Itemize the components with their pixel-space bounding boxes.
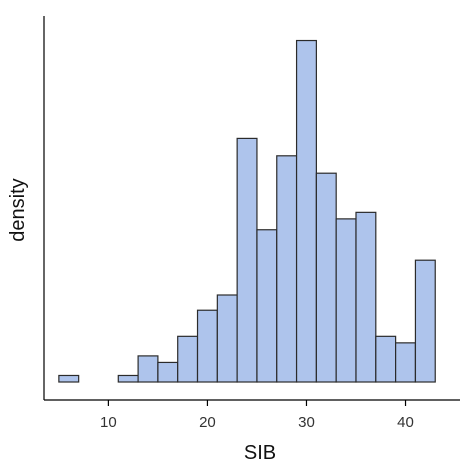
histogram-bar xyxy=(335,218,357,383)
histogram-bar xyxy=(137,355,159,383)
x-tick-label: 10 xyxy=(100,414,117,431)
x-ticks-group: 10 20 30 40 xyxy=(100,400,414,431)
histogram-bar xyxy=(58,374,80,383)
x-axis-title: SIB xyxy=(244,442,276,464)
histogram-bar xyxy=(395,342,417,383)
x-tick-label: 30 xyxy=(298,414,315,431)
y-axis-title: density xyxy=(7,178,29,241)
histogram-bar xyxy=(236,137,258,383)
histogram-bar xyxy=(414,259,436,383)
histogram-bar xyxy=(216,294,238,383)
x-tick-label: 40 xyxy=(397,414,414,431)
axes-group xyxy=(43,16,460,401)
histogram-bar xyxy=(375,335,397,383)
histogram-bar xyxy=(355,211,377,383)
x-tick-label: 20 xyxy=(199,414,216,431)
histogram-bar xyxy=(196,309,218,383)
histogram-bar xyxy=(295,39,317,383)
histogram-bar xyxy=(157,361,179,383)
bars-group xyxy=(58,39,436,383)
histogram-bar xyxy=(276,155,298,383)
histogram-bar xyxy=(177,335,199,383)
histogram-bar xyxy=(256,229,278,383)
histogram-bar xyxy=(315,172,337,383)
histogram-bar xyxy=(117,374,139,383)
